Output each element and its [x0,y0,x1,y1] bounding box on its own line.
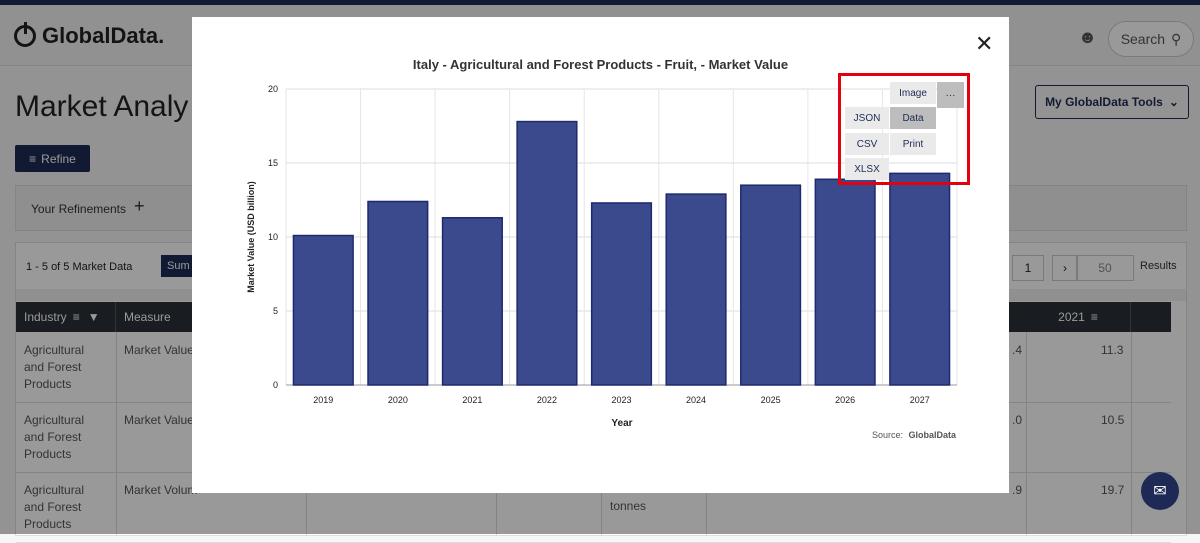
x-tick-label: 2020 [388,395,408,405]
page-number-input[interactable]: 1 [1012,255,1044,281]
y-tick-label: 5 [273,306,278,316]
menu-xlsx-button[interactable]: XLSX [845,158,889,180]
results-label: Results [1140,260,1177,272]
refine-label: Refine [41,151,76,166]
column-header-industry[interactable]: Industry ≡ ▼ [16,302,116,332]
column-divider [1026,332,1027,535]
x-tick-label: 2022 [537,395,557,405]
add-refinement-icon[interactable]: + [134,196,145,216]
x-tick-label: 2026 [835,395,855,405]
bar-2022[interactable] [516,120,578,386]
bar-2020[interactable] [367,200,429,386]
menu-data-button[interactable]: Data [890,107,936,129]
industry-cell: Agricultural and Forest Products [24,413,85,461]
bar-2027[interactable] [889,172,951,386]
measure-cell: Market Value [124,413,194,427]
source-note: Source: GlobalData [872,430,957,440]
unit-cell: tonnes [610,499,647,513]
y-axis-label: Market Value (USD billion) [246,181,256,293]
y-tick-label: 10 [268,232,278,242]
next-page-button[interactable]: › [1052,255,1078,281]
menu-print-button[interactable]: Print [890,133,936,155]
bar-2023[interactable] [590,202,653,386]
sort-icon[interactable]: ≡ [72,310,80,324]
top-accent-bar [0,0,1200,5]
y-tick-label: 15 [268,158,278,168]
user-icon[interactable]: ☻ [1078,27,1097,47]
year-2021-header-label: 2021 [1058,310,1085,324]
filter-icon[interactable]: ▼ [87,310,100,324]
page-size-select[interactable]: 50 [1076,255,1134,281]
sort-icon[interactable]: ≡ [1090,310,1098,324]
bar-2026[interactable] [814,178,876,386]
x-tick-label: 2027 [910,395,930,405]
menu-more-button[interactable]: ··· [937,82,964,108]
search-button[interactable]: Search ⚲ [1108,21,1194,57]
menu-json-button[interactable]: JSON [845,107,889,129]
x-tick-label: 2024 [686,395,706,405]
y-tick-label: 20 [268,84,278,94]
bar-2024[interactable] [665,193,727,386]
chart-title: Italy - Agricultural and Forest Products… [412,57,789,72]
menu-image-button[interactable]: Image [890,82,936,104]
x-tick-label: 2021 [462,395,482,405]
menu-csv-button[interactable]: CSV [845,133,889,155]
column-divider [116,332,117,535]
x-tick-label: 2019 [313,395,333,405]
partial-value-cell: .4 [1012,343,1023,357]
close-icon[interactable]: ✕ [975,31,994,56]
x-axis-label: Year [611,418,632,429]
search-icon: ⚲ [1171,30,1182,47]
chat-icon[interactable]: ✉ [1141,472,1179,510]
y-tick-label: 0 [273,380,278,390]
filter-lines-icon: ≡ [29,151,37,166]
x-tick-label: 2023 [611,395,631,405]
x-tick-label: 2025 [761,395,781,405]
result-count: 1 - 5 of 5 Market Data [26,261,133,273]
my-globaldata-tools-button[interactable]: My GlobalData Tools ⌄ [1035,85,1189,119]
page-title: Market Analy [15,90,189,123]
value-2021-cell: 19.7 [1101,483,1125,497]
measure-cell: Market Volum [124,483,198,497]
bar-2019[interactable] [292,234,354,386]
bar-2025[interactable] [740,184,802,386]
measure-cell: Market Value [124,343,194,357]
chart-modal: ✕ Italy - Agricultural and Forest Produc… [192,17,1009,493]
value-2021-cell: 11.3 [1101,343,1124,357]
column-header-measure[interactable]: Measure [116,302,206,332]
tools-label: My GlobalData Tools [1045,95,1163,109]
refinements-label: Your Refinements [31,202,126,216]
value-2021-cell: 10.5 [1101,413,1125,427]
industry-header-label: Industry [24,310,67,324]
chevron-down-icon: ⌄ [1168,95,1179,109]
export-menu-highlight [838,73,970,185]
column-divider [1131,332,1132,535]
refine-button[interactable]: ≡ Refine [15,145,90,172]
globaldata-logo[interactable]: GlobalData. [14,22,165,49]
bar-chart: 0 5 10 15 20 2019 2020 2021 2022 2023 2024 2025 2026… [246,84,958,440]
logo-text: GlobalData. [42,23,165,48]
source-prefix: Source: [872,430,903,440]
measure-header-label: Measure [124,310,171,324]
source-name: GlobalData [908,430,957,440]
bar-2021[interactable] [441,217,503,386]
search-label: Search [1120,31,1166,47]
partial-value-cell: .0 [1012,413,1023,427]
industry-cell: Agricultural and Forest Products [24,343,85,391]
industry-cell: Agricultural and Forest Products [24,483,85,531]
column-header-2021[interactable]: 2021 ≡ [1026,302,1131,332]
partial-value-cell: .9 [1012,483,1023,497]
logo-icon [14,22,36,47]
